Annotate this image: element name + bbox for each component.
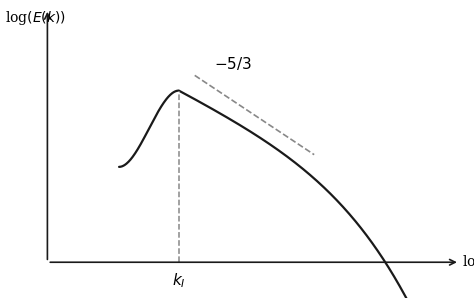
Text: log$(k)$: log$(k)$: [462, 253, 474, 271]
Text: $k_I$: $k_I$: [172, 271, 186, 290]
Text: $-5/3$: $-5/3$: [214, 55, 252, 72]
Text: log$(E(k))$: log$(E(k))$: [5, 9, 65, 27]
